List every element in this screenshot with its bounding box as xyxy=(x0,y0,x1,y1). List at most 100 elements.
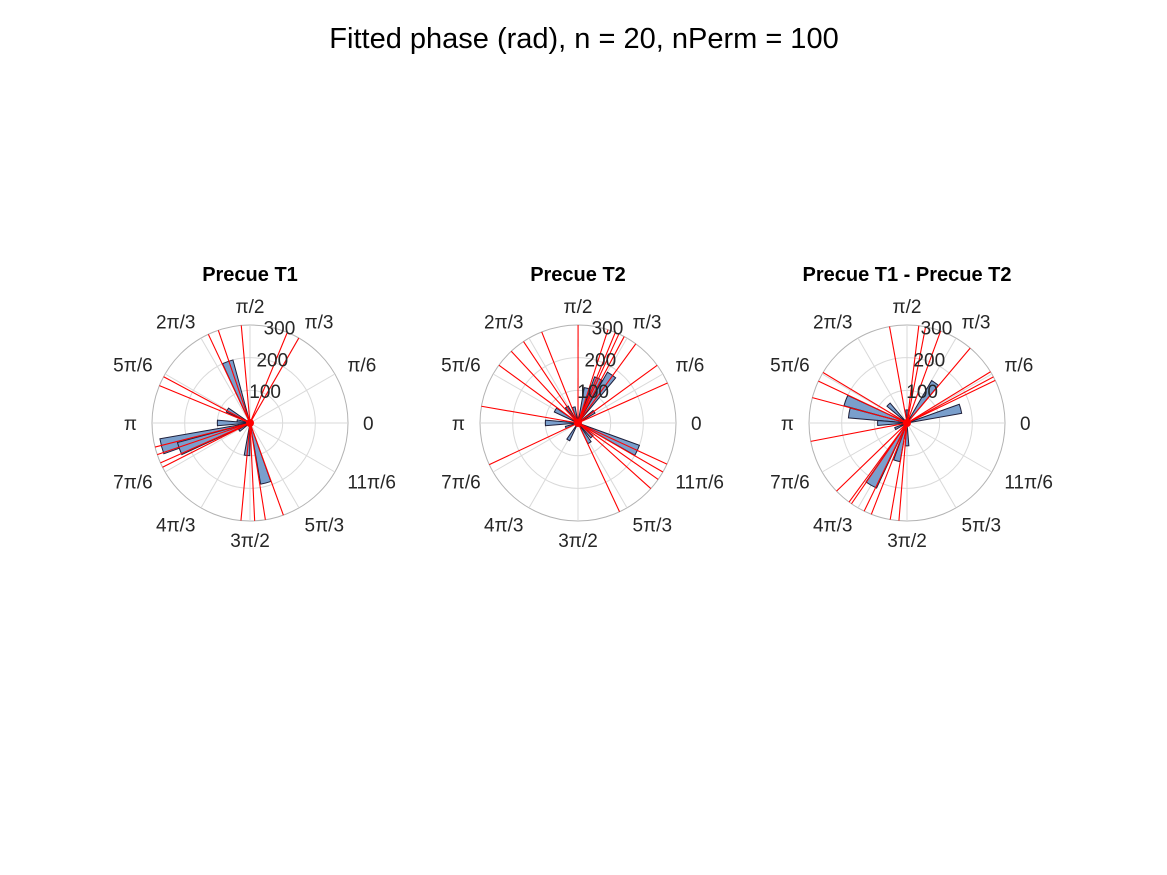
permutation-line xyxy=(577,332,616,424)
theta-tick-label: 4π/3 xyxy=(484,515,524,536)
permutation-line xyxy=(489,422,579,466)
permutation-line xyxy=(249,332,288,424)
permutation-line xyxy=(249,422,284,516)
permutation-line xyxy=(906,371,991,424)
permutation-line xyxy=(906,325,920,424)
theta-grid-line xyxy=(857,337,908,424)
theta-tick-label: 7π/6 xyxy=(770,473,810,494)
theta-tick-label: 0 xyxy=(363,414,374,435)
theta-tick-label: 5π/3 xyxy=(305,515,345,536)
permutation-line xyxy=(863,422,908,512)
center-marker xyxy=(574,419,582,427)
permutation-line xyxy=(498,364,579,424)
theta-tick-label: π/3 xyxy=(961,313,990,334)
theta-tick-label: 11π/6 xyxy=(1004,472,1053,493)
theta-tick-label: π/2 xyxy=(564,297,593,318)
permutation-line xyxy=(577,343,637,424)
permutation-line xyxy=(812,397,908,424)
permutation-line xyxy=(577,422,668,465)
theta-tick-label: 11π/6 xyxy=(675,472,724,493)
polar-axes-precue-t2: Precue T2 100 200 300 0 π/6 π/3 π/2 2π/3 5π/6 π 7π… xyxy=(441,264,724,552)
permutation-line xyxy=(577,422,659,480)
theta-grid-line xyxy=(249,422,300,509)
theta-tick-label: π xyxy=(452,414,465,435)
theta-grid-line xyxy=(249,422,336,473)
permutation-line xyxy=(249,337,300,424)
axes-title-precue-t1: Precue T1 xyxy=(202,264,298,286)
permutation-line xyxy=(249,422,266,520)
permutation-line xyxy=(888,326,908,424)
r-tick-label: 200 xyxy=(913,350,945,371)
theta-grid-line xyxy=(492,422,579,473)
permutation-line xyxy=(577,336,625,424)
theta-tick-label: 5π/6 xyxy=(770,356,810,377)
permutation-line xyxy=(577,329,609,424)
center-marker xyxy=(246,419,254,427)
permutation-line xyxy=(510,350,579,424)
theta-grid-line xyxy=(200,337,251,424)
permutation-line xyxy=(240,325,251,424)
theta-grid-line xyxy=(906,422,993,473)
permutation-line xyxy=(906,330,942,424)
permutation-line xyxy=(217,330,251,424)
r-tick-label: 100 xyxy=(577,382,609,403)
theta-tick-label: 2π/3 xyxy=(484,313,524,334)
histogram-bar xyxy=(544,419,579,427)
theta-tick-label: 5π/3 xyxy=(633,515,673,536)
histogram-bar xyxy=(886,402,908,424)
permutation-line xyxy=(577,422,652,489)
theta-grid-line xyxy=(164,422,251,473)
r-tick-label: 200 xyxy=(256,350,288,371)
permutation-line xyxy=(822,372,908,424)
permutation-line xyxy=(160,422,251,464)
theta-tick-label: π xyxy=(781,414,794,435)
r-tick-label: 300 xyxy=(921,318,953,339)
permutation-line xyxy=(577,422,621,512)
permutation-line xyxy=(906,347,971,424)
permutation-line xyxy=(810,422,908,442)
theta-tick-label: 5π/6 xyxy=(441,356,481,377)
theta-tick-label: 5π/6 xyxy=(113,356,153,377)
polar-axes-precue-t1: Precue T1 100 200 300 0 π/6 π/3 π/2 2π/3 5π/6 π 7π… xyxy=(113,264,396,552)
permutation-line xyxy=(836,422,908,492)
theta-tick-label: 2π/3 xyxy=(813,313,853,334)
theta-tick-label: π xyxy=(124,414,137,435)
theta-tick-label: 0 xyxy=(691,414,702,435)
permutation-line xyxy=(523,341,579,424)
polar-axes-precue-t1-minus-t2: Precue T1 - Precue T2 100 200 300 0 π/6 π/3 π/… xyxy=(770,264,1053,552)
theta-tick-label: 3π/2 xyxy=(558,531,598,552)
permutation-line xyxy=(163,376,251,424)
permutation-line xyxy=(818,380,908,424)
permutation-line xyxy=(577,422,664,473)
r-tick-label: 100 xyxy=(906,382,938,403)
permutation-line xyxy=(481,405,579,424)
permutation-line xyxy=(906,376,994,424)
theta-tick-label: π/2 xyxy=(893,297,922,318)
permutation-line xyxy=(898,422,908,521)
theta-tick-label: 3π/2 xyxy=(887,531,927,552)
axes-title-precue-t2: Precue T2 xyxy=(530,264,626,286)
theta-tick-label: π/2 xyxy=(236,297,265,318)
permutation-line xyxy=(577,382,668,424)
permutation-line xyxy=(870,422,908,515)
theta-grid-line xyxy=(200,422,251,509)
permutation-line xyxy=(249,422,256,521)
theta-tick-label: π/6 xyxy=(347,355,376,376)
permutation-line xyxy=(889,422,908,520)
histogram-bar xyxy=(566,422,579,442)
histogram-bar xyxy=(877,419,908,426)
theta-tick-label: 7π/6 xyxy=(441,473,481,494)
permutation-line xyxy=(577,364,658,424)
theta-tick-label: π/3 xyxy=(632,313,661,334)
histogram-bar xyxy=(216,419,251,427)
theta-tick-label: 4π/3 xyxy=(156,515,196,536)
theta-tick-label: 11π/6 xyxy=(347,472,396,493)
permutation-line xyxy=(157,422,251,456)
r-tick-label: 100 xyxy=(249,382,281,403)
theta-tick-label: 7π/6 xyxy=(113,473,153,494)
histogram-bar xyxy=(906,403,963,424)
permutation-line xyxy=(240,422,251,521)
theta-grid-line xyxy=(249,373,336,424)
permutation-line xyxy=(851,422,908,505)
